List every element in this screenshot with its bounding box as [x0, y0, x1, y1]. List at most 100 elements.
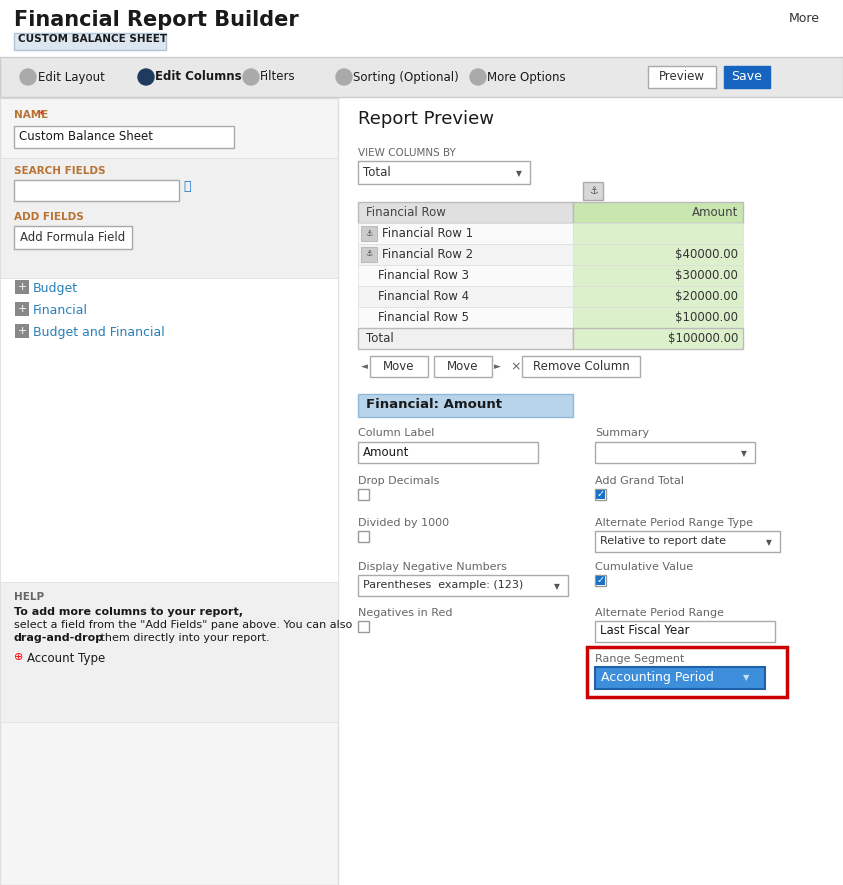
Bar — [573, 328, 743, 349]
Text: VIEW COLUMNS BY: VIEW COLUMNS BY — [358, 148, 456, 158]
Text: Budget: Budget — [33, 282, 78, 295]
Text: Amount: Amount — [691, 206, 738, 219]
Text: Financial Row 3: Financial Row 3 — [378, 269, 469, 282]
Text: CUSTOM BALANCE SHEET: CUSTOM BALANCE SHEET — [18, 34, 167, 44]
Text: Divided by 1000: Divided by 1000 — [358, 518, 449, 528]
Bar — [14, 180, 179, 201]
Bar — [595, 621, 775, 642]
Text: To add more columns to your report,: To add more columns to your report, — [14, 607, 243, 617]
Text: Filters: Filters — [260, 71, 296, 83]
Bar — [573, 223, 743, 244]
Bar — [358, 223, 573, 244]
Bar — [596, 576, 605, 585]
Text: them directly into your report.: them directly into your report. — [97, 633, 270, 643]
Text: Alternate Period Range: Alternate Period Range — [595, 608, 724, 618]
Bar — [15, 280, 29, 294]
Circle shape — [336, 69, 352, 85]
Bar — [573, 307, 743, 328]
Bar — [587, 647, 787, 697]
Text: Alternate Period Range Type: Alternate Period Range Type — [595, 518, 753, 528]
Bar — [0, 98, 338, 885]
Circle shape — [140, 71, 152, 83]
Bar — [595, 575, 606, 586]
Text: Add Grand Total: Add Grand Total — [595, 476, 684, 486]
Text: Financial Row 4: Financial Row 4 — [378, 290, 469, 303]
Circle shape — [20, 69, 36, 85]
Text: Cumulative Value: Cumulative Value — [595, 562, 693, 572]
Bar — [0, 158, 338, 278]
Text: $20000.00: $20000.00 — [675, 290, 738, 303]
Text: Edit Layout: Edit Layout — [38, 71, 105, 83]
Text: Financial: Financial — [33, 304, 88, 317]
Bar — [370, 356, 428, 377]
Text: $40000.00: $40000.00 — [675, 248, 738, 261]
Text: ⚓: ⚓ — [365, 250, 373, 258]
Bar — [358, 394, 573, 417]
Bar — [648, 66, 716, 88]
Bar — [595, 667, 765, 689]
Bar — [0, 582, 338, 722]
Text: Parentheses  example: (123): Parentheses example: (123) — [363, 581, 524, 590]
Bar — [573, 202, 743, 223]
Bar — [15, 302, 29, 316]
Bar — [358, 286, 573, 307]
Text: Display Negative Numbers: Display Negative Numbers — [358, 562, 507, 572]
Text: SEARCH FIELDS: SEARCH FIELDS — [14, 166, 105, 176]
Text: Total: Total — [366, 332, 394, 345]
Bar — [358, 442, 538, 463]
Text: Budget and Financial: Budget and Financial — [33, 326, 164, 339]
Circle shape — [138, 69, 154, 85]
Text: More: More — [789, 12, 820, 25]
Bar — [573, 265, 743, 286]
Text: Financial Row 1: Financial Row 1 — [382, 227, 473, 240]
Text: ▼: ▼ — [516, 169, 522, 178]
Bar — [358, 575, 568, 596]
Text: 🔍: 🔍 — [183, 180, 191, 193]
Text: +: + — [18, 282, 27, 292]
Text: More Options: More Options — [487, 71, 566, 83]
Bar — [0, 57, 843, 97]
Text: ▼: ▼ — [554, 582, 560, 591]
Text: Range Segment: Range Segment — [595, 654, 685, 664]
Text: Negatives in Red: Negatives in Red — [358, 608, 453, 618]
Text: ⚓: ⚓ — [588, 186, 598, 196]
Bar — [15, 324, 29, 338]
Bar — [522, 356, 640, 377]
Text: ⚓: ⚓ — [365, 228, 373, 237]
Text: $100000.00: $100000.00 — [668, 332, 738, 345]
Text: Edit Columns: Edit Columns — [155, 71, 242, 83]
Text: $10000.00: $10000.00 — [675, 311, 738, 324]
Bar — [358, 265, 573, 286]
Bar — [361, 226, 377, 241]
Bar — [14, 126, 234, 148]
Text: Relative to report date: Relative to report date — [600, 536, 726, 547]
Text: HELP: HELP — [14, 592, 44, 602]
Text: Add Formula Field: Add Formula Field — [20, 231, 126, 244]
Bar — [361, 247, 377, 262]
Text: Financial: Amount: Financial: Amount — [366, 398, 502, 412]
Text: ►: ► — [494, 363, 501, 372]
Bar — [434, 356, 492, 377]
Text: ⊕: ⊕ — [14, 652, 24, 662]
Bar — [724, 66, 770, 88]
Text: *: * — [35, 110, 44, 120]
Bar — [583, 182, 603, 200]
Text: ✓: ✓ — [597, 575, 604, 586]
Bar — [573, 286, 743, 307]
Text: Amount: Amount — [363, 445, 410, 458]
Circle shape — [470, 69, 486, 85]
Text: select a field from the "Add Fields" pane above. You can also: select a field from the "Add Fields" pan… — [14, 620, 352, 630]
Bar — [0, 98, 843, 885]
Text: ADD FIELDS: ADD FIELDS — [14, 212, 83, 222]
Text: Financial Row: Financial Row — [366, 206, 446, 219]
Bar — [358, 621, 369, 632]
Text: Accounting Period: Accounting Period — [601, 672, 714, 684]
Text: Drop Decimals: Drop Decimals — [358, 476, 439, 486]
Text: NAME: NAME — [14, 110, 48, 120]
Text: Sorting (Optional): Sorting (Optional) — [353, 71, 459, 83]
Text: ▼: ▼ — [766, 538, 772, 547]
Text: ◄: ◄ — [361, 363, 368, 372]
Text: Last Fiscal Year: Last Fiscal Year — [600, 625, 690, 637]
Text: ▼: ▼ — [741, 449, 747, 458]
Text: Move: Move — [448, 360, 479, 373]
